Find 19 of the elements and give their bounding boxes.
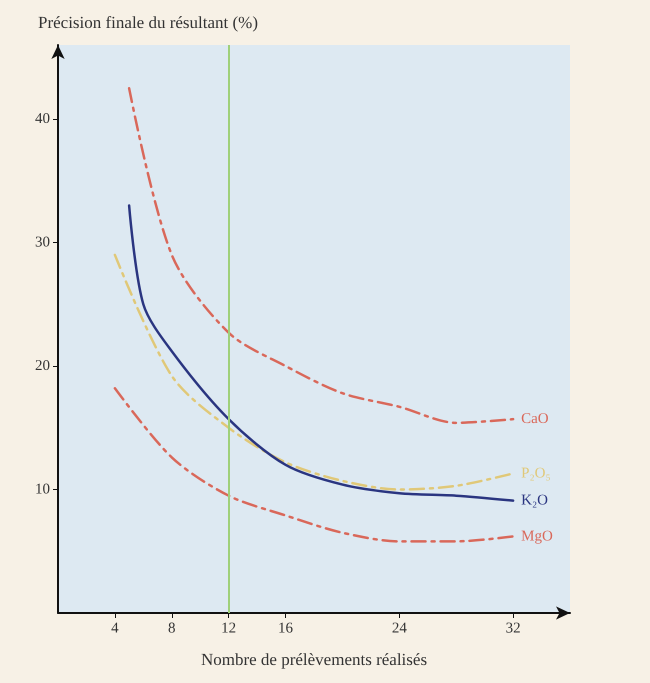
y-axis-title: Précision finale du résultant (%) <box>38 13 258 32</box>
y-tick-label: 40 <box>35 111 50 128</box>
x-tick-label: 12 <box>221 620 236 636</box>
y-tick-label: 10 <box>35 482 50 498</box>
y-tick-label: 20 <box>35 358 50 374</box>
x-tick-label: 4 <box>111 620 120 636</box>
line-series <box>114 387 514 543</box>
line-series <box>128 204 514 502</box>
series-label: P₂O₅ <box>521 465 551 482</box>
x-tick-label: 8 <box>168 620 176 636</box>
x-tick-label: 16 <box>278 620 294 636</box>
x-tick-label: 24 <box>392 620 408 636</box>
y-tick-label: 30 <box>35 234 50 251</box>
series-label: CaO <box>521 411 549 428</box>
series-label: MgO <box>521 528 553 544</box>
line-series <box>128 86 514 424</box>
series-label: K₂O <box>521 492 548 509</box>
x-tick-label: 32 <box>506 620 521 636</box>
x-axis-title: Nombre de prélèvements réalisés <box>200 650 428 669</box>
